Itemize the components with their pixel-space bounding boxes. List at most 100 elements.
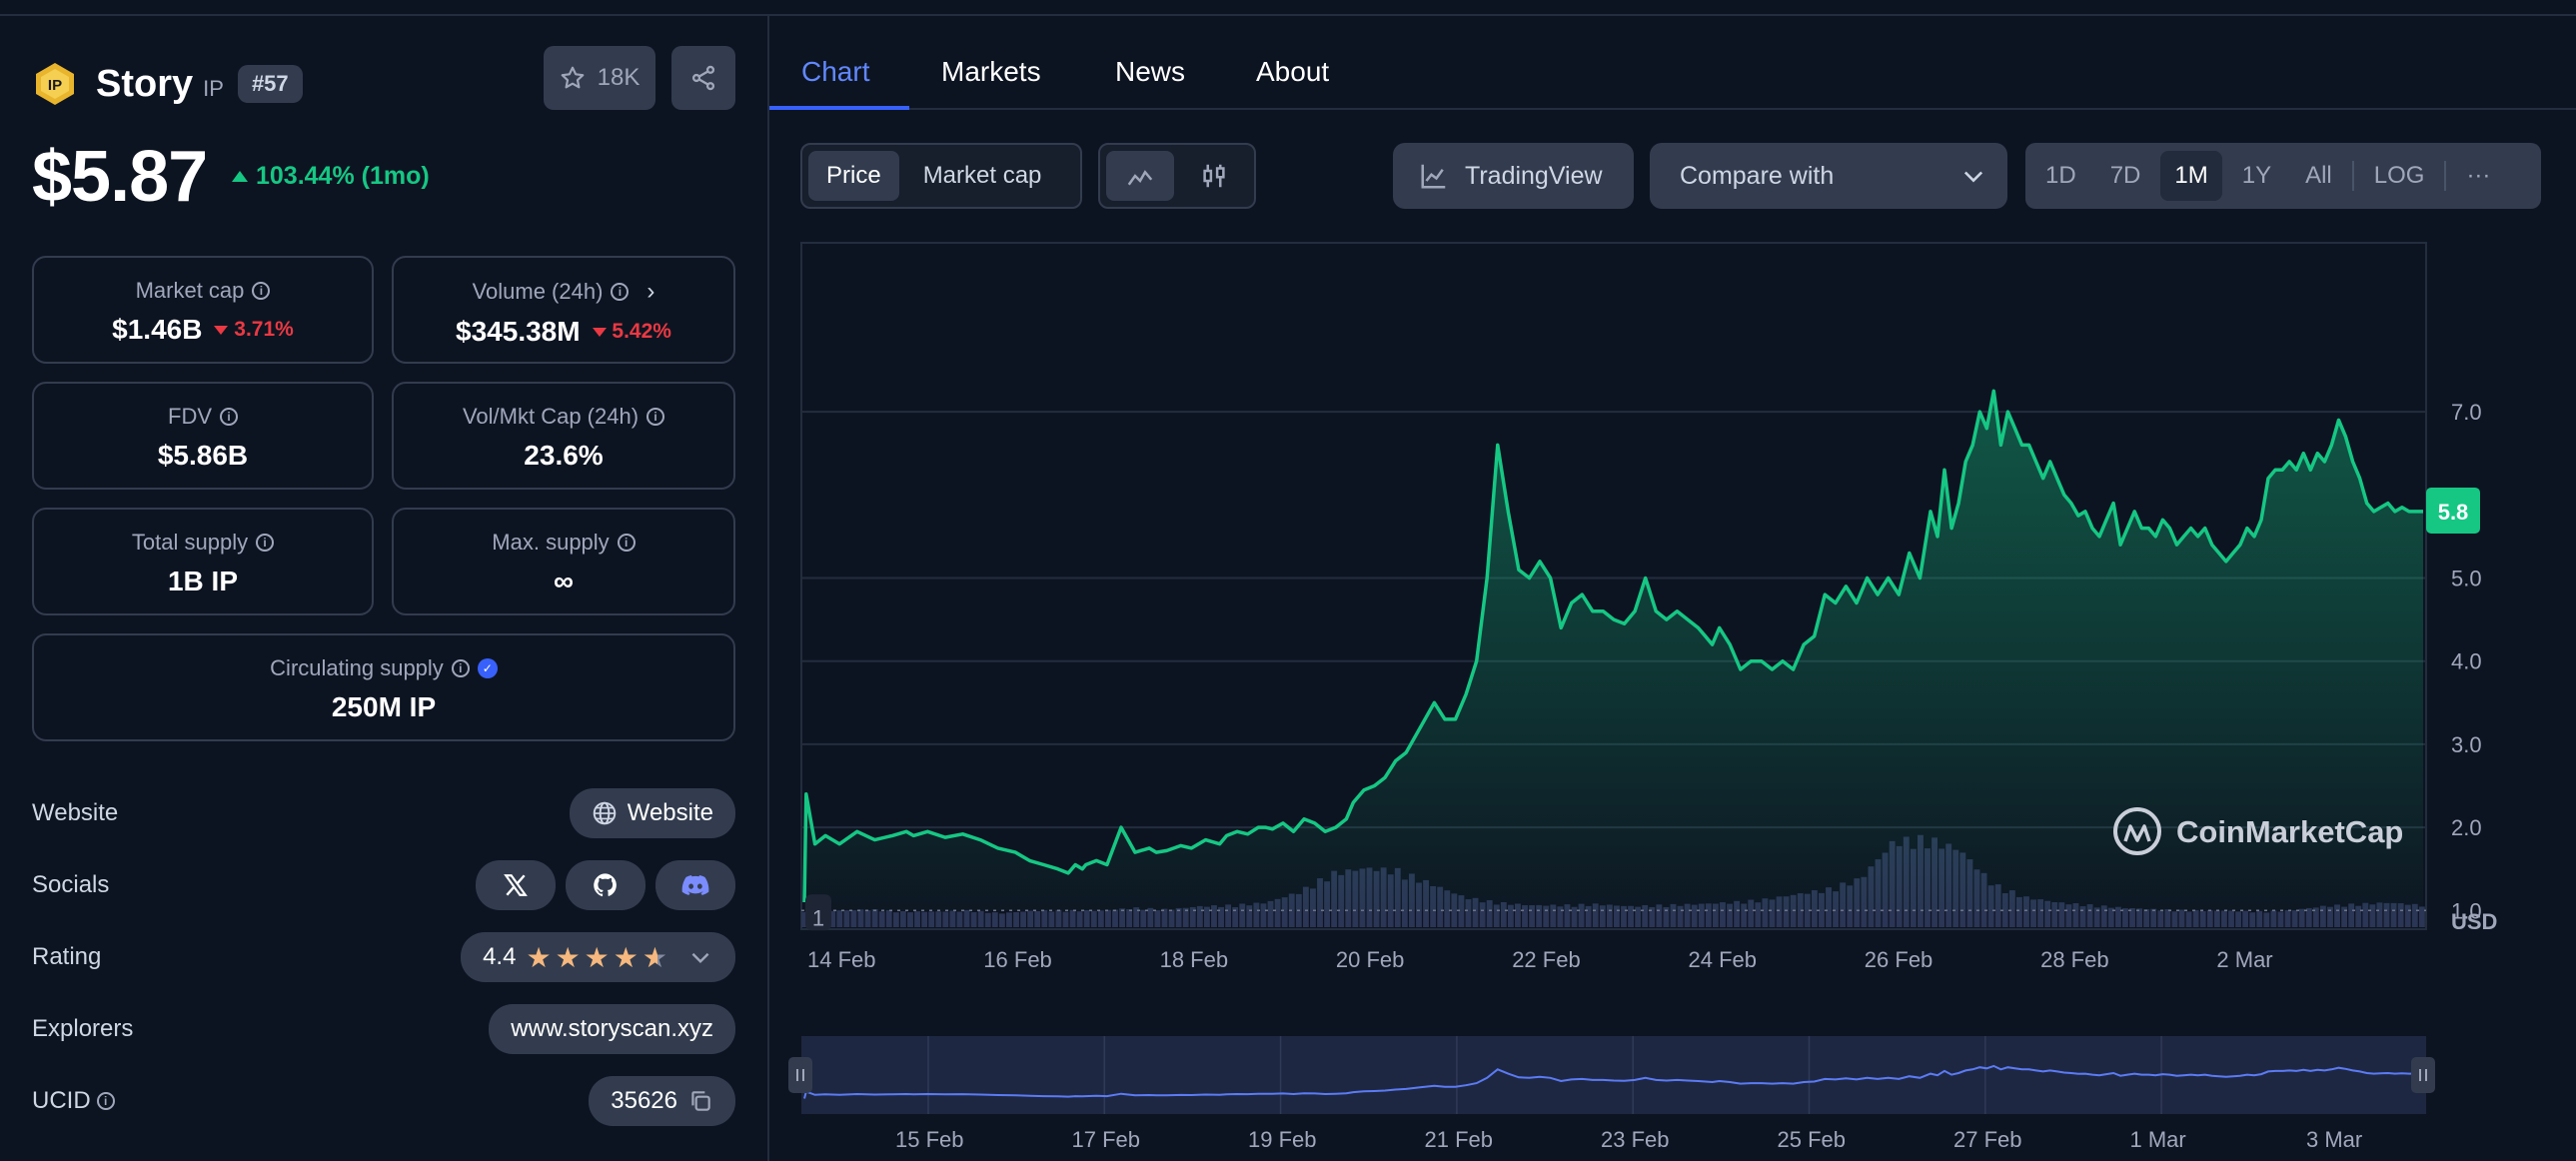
volume-bar [1507, 904, 1514, 927]
range-7d[interactable]: 7D [2109, 162, 2141, 189]
globe-icon [593, 801, 617, 825]
info-icon[interactable]: i [256, 534, 275, 552]
y-tick-label: 4.0 [2451, 649, 2482, 674]
volume-bar [2114, 906, 2121, 927]
x-link[interactable] [476, 860, 556, 910]
tradingview-button[interactable]: TradingView [1393, 143, 1634, 209]
detail-tabs: Chart Markets News About [769, 16, 2576, 110]
time-range-selector: 1D 7D 1M 1Y All LOG ··· [2025, 143, 2541, 209]
volume-bar [2312, 907, 2319, 927]
market-cap-toggle[interactable]: Market cap [922, 162, 1042, 189]
tab-markets[interactable]: Markets [941, 56, 1041, 87]
navigator-right-handle[interactable] [2411, 1057, 2435, 1093]
volume-bar [1168, 909, 1175, 927]
y-tick-label: 1.0 [2451, 898, 2482, 923]
volume-change: 5.42% [612, 320, 671, 343]
volume-bar [2348, 903, 2355, 927]
volume-bar [1175, 907, 1182, 927]
total-supply-box: Total supply i 1B IP [32, 508, 374, 615]
caret-down-icon [214, 325, 229, 335]
volume-bar [2065, 904, 2072, 927]
total-supply-label: Total supply [131, 530, 249, 555]
ucid-copy[interactable]: 35626 [589, 1076, 735, 1126]
rating-dropdown[interactable]: 4.4 ★ ★ ★ ★ ★ [461, 932, 735, 982]
price-toggle[interactable]: Price [808, 151, 899, 201]
star-icon: ★ [613, 941, 639, 973]
volume-bar [949, 910, 956, 927]
volume-bar [801, 911, 807, 927]
info-icon[interactable]: i [646, 408, 665, 426]
candlestick-icon [1203, 164, 1225, 188]
navigator-left-handle[interactable] [788, 1057, 812, 1093]
volume-bar [1529, 904, 1536, 927]
github-link[interactable] [566, 860, 645, 910]
volume-bar [2334, 904, 2340, 927]
volume-bar [1776, 896, 1783, 927]
volume-bar [1628, 905, 1635, 927]
explorer-link[interactable]: www.storyscan.xyz [489, 1004, 735, 1054]
volume-bar [2404, 904, 2411, 927]
compare-dropdown[interactable]: Compare with [1650, 143, 2007, 209]
volume-bar [1698, 903, 1705, 927]
volume-bar [1274, 898, 1281, 927]
volume-bar [1232, 907, 1239, 927]
rating-row: Rating 4.4 ★ ★ ★ ★ ★ [32, 932, 735, 982]
watchlist-button[interactable]: 18K [544, 46, 655, 110]
candlestick-button[interactable] [1180, 151, 1248, 201]
volume-bar [1203, 906, 1210, 927]
vol-mkt-cap-box: Vol/Mkt Cap (24h) i 23.6% [392, 382, 735, 490]
range-1d[interactable]: 1D [2045, 162, 2076, 189]
volume-bar [2122, 908, 2128, 927]
volume-bar [914, 911, 920, 927]
star-icon [561, 66, 585, 89]
info-icon[interactable]: i [611, 283, 630, 301]
volume-bar [2284, 910, 2291, 927]
volume-bar [1465, 899, 1472, 927]
line-chart-button[interactable] [1106, 151, 1174, 201]
info-icon[interactable]: i [617, 534, 636, 552]
more-options-button[interactable]: ··· [2466, 162, 2491, 189]
tab-about[interactable]: About [1256, 56, 1330, 87]
info-icon[interactable]: i [451, 659, 470, 677]
volume-bar [1260, 903, 1267, 927]
volume-bar [2051, 902, 2058, 927]
volume-bar [2305, 907, 2312, 927]
info-icon[interactable]: i [220, 408, 238, 426]
volume-bar [1493, 904, 1500, 927]
separator [2444, 161, 2447, 191]
header-actions: 18K [544, 46, 735, 110]
info-icon[interactable]: i [96, 1092, 115, 1110]
caret-up-icon [232, 171, 248, 182]
range-all[interactable]: All [2305, 162, 2332, 189]
range-1y[interactable]: 1Y [2241, 162, 2272, 189]
volume-bar [2418, 906, 2425, 927]
circulating-supply-box: Circulating supply i ✓ 250M IP [32, 633, 735, 741]
share-button[interactable] [671, 46, 735, 110]
volume-bar [1500, 902, 1507, 927]
volume-bar [1239, 903, 1246, 927]
volume-bar [1097, 910, 1104, 927]
volume-bar [1691, 904, 1698, 927]
volume-bar [1062, 911, 1069, 927]
volume-bar [984, 912, 991, 927]
volume-box[interactable]: Volume (24h) i › $345.38M 5.42% [392, 256, 735, 364]
copy-icon[interactable] [687, 1088, 713, 1114]
navigator-x-tick-label: 19 Feb [1248, 1127, 1317, 1152]
navigator-x-tick-label: 1 Mar [2130, 1127, 2186, 1152]
volume-bar [1147, 907, 1154, 927]
x-tick-label: 2 Mar [2216, 947, 2272, 972]
info-icon[interactable]: i [252, 282, 271, 300]
tab-chart[interactable]: Chart [801, 56, 870, 87]
log-scale-toggle[interactable]: LOG [2373, 162, 2425, 189]
star-icon: ★ [584, 941, 610, 973]
website-link[interactable]: Website [569, 788, 735, 838]
volume-bar [871, 909, 878, 927]
discord-link[interactable] [655, 860, 735, 910]
tab-news[interactable]: News [1115, 56, 1186, 87]
vol-mkt-cap-label: Vol/Mkt Cap (24h) [462, 404, 640, 429]
volume-bar [2376, 902, 2383, 927]
coin-logo-icon: IP [32, 61, 78, 107]
range-1m[interactable]: 1M [2160, 151, 2222, 201]
rating-value: 4.4 [483, 943, 517, 970]
